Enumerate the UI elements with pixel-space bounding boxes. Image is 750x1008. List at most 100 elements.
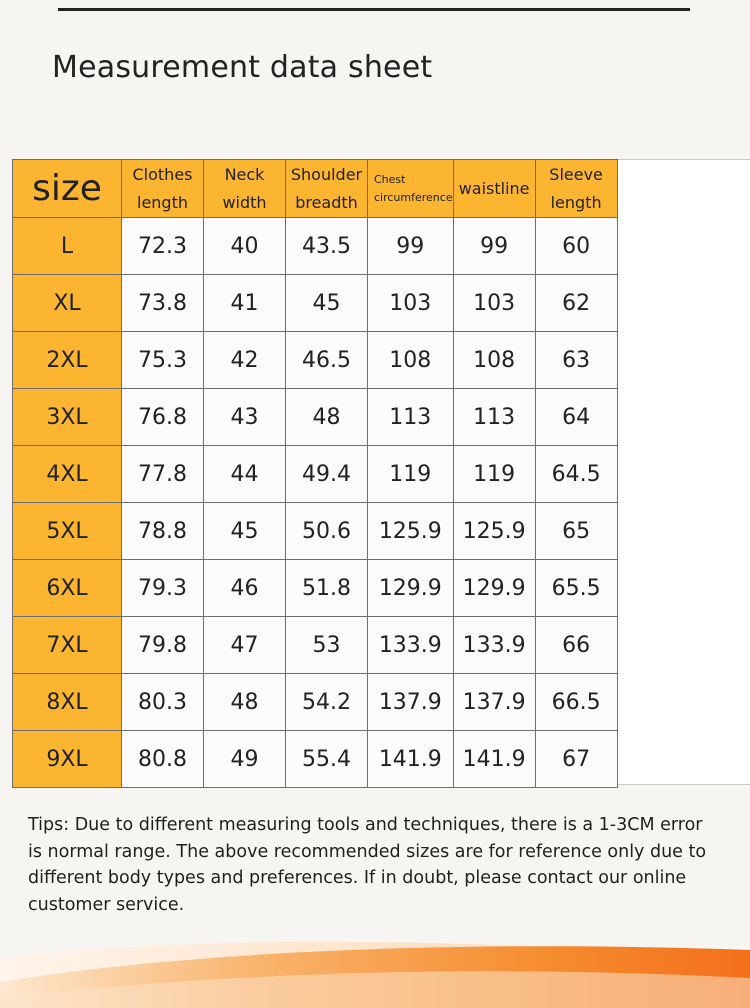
header-label: Chest (374, 172, 406, 186)
header-label: Clothes (132, 164, 193, 184)
table-header-row: size Clothes length Neck width Shoulder … (12, 159, 618, 218)
waistline-cell: 108 (452, 331, 536, 389)
chest-cell: 99 (367, 217, 454, 275)
header-label: length (137, 192, 188, 212)
header-clothes-length: Clothes length (121, 159, 204, 218)
clothes-length-cell: 80.3 (121, 673, 204, 731)
tips-text: Tips: Due to different measuring tools a… (28, 815, 707, 915)
header-label: waistline (458, 178, 530, 198)
clothes-length-cell: 79.3 (121, 559, 204, 617)
shoulder-breadth-cell: 45 (285, 274, 368, 332)
chest-cell: 108 (367, 331, 454, 389)
waistline-cell: 133.9 (452, 616, 536, 674)
neck-width-cell: 42 (203, 331, 286, 389)
size-cell: XL (12, 274, 122, 332)
chest-cell: 113 (367, 388, 454, 446)
sleeve-length-cell: 64 (534, 388, 618, 446)
header-neck-width: Neck width (203, 159, 286, 218)
header-size: size (12, 159, 122, 218)
header-label: Sleeve (549, 164, 603, 184)
header-label: Neck (224, 164, 265, 184)
table-row: 3XL 76.8 43 48 113 113 64 (12, 388, 618, 446)
chest-cell: 125.9 (367, 502, 454, 560)
sleeve-length-cell: 66.5 (534, 673, 618, 731)
chest-cell: 137.9 (367, 673, 454, 731)
clothes-length-cell: 78.8 (121, 502, 204, 560)
clothes-length-cell: 76.8 (121, 388, 204, 446)
table-row: 5XL 78.8 45 50.6 125.9 125.9 65 (12, 502, 618, 560)
waistline-cell: 113 (452, 388, 536, 446)
shoulder-breadth-cell: 49.4 (285, 445, 368, 503)
sleeve-length-cell: 62 (534, 274, 618, 332)
shoulder-breadth-cell: 55.4 (285, 730, 368, 788)
sleeve-length-cell: 66 (534, 616, 618, 674)
neck-width-cell: 44 (203, 445, 286, 503)
neck-width-cell: 40 (203, 217, 286, 275)
shoulder-breadth-cell: 46.5 (285, 331, 368, 389)
top-divider (58, 8, 690, 11)
table-row: 6XL 79.3 46 51.8 129.9 129.9 65.5 (12, 559, 618, 617)
header-label: length (550, 192, 602, 212)
neck-width-cell: 48 (203, 673, 286, 731)
waistline-cell: 137.9 (452, 673, 536, 731)
neck-width-cell: 45 (203, 502, 286, 560)
shoulder-breadth-cell: 51.8 (285, 559, 368, 617)
header-label: Shoulder (290, 164, 363, 184)
header-sleeve-length: Sleeve length (534, 159, 618, 218)
chest-cell: 119 (367, 445, 454, 503)
clothes-length-cell: 72.3 (121, 217, 204, 275)
waistline-cell: 119 (452, 445, 536, 503)
shoulder-breadth-cell: 50.6 (285, 502, 368, 560)
header-label: circumference (374, 190, 453, 204)
chest-cell: 103 (367, 274, 454, 332)
page-title: Measurement data sheet (52, 50, 433, 85)
table-row: 2XL 75.3 42 46.5 108 108 63 (12, 331, 618, 389)
neck-width-cell: 49 (203, 730, 286, 788)
neck-width-cell: 41 (203, 274, 286, 332)
table-row: L 72.3 40 43.5 99 99 60 (12, 217, 618, 275)
size-cell: 6XL (12, 559, 122, 617)
sleeve-length-cell: 67 (534, 730, 618, 788)
waistline-cell: 103 (452, 274, 536, 332)
waistline-cell: 99 (452, 217, 536, 275)
waistline-cell: 129.9 (452, 559, 536, 617)
size-cell: 4XL (12, 445, 122, 503)
clothes-length-cell: 80.8 (121, 730, 204, 788)
header-chest-circumference: Chest circumference (367, 159, 454, 218)
neck-width-cell: 47 (203, 616, 286, 674)
neck-width-cell: 43 (203, 388, 286, 446)
chest-cell: 133.9 (367, 616, 454, 674)
sleeve-length-cell: 60 (534, 217, 618, 275)
clothes-length-cell: 77.8 (121, 445, 204, 503)
size-cell: 9XL (12, 730, 122, 788)
size-cell: L (12, 217, 122, 275)
size-cell: 5XL (12, 502, 122, 560)
table-row: 8XL 80.3 48 54.2 137.9 137.9 66.5 (12, 673, 618, 731)
header-shoulder-breadth: Shoulder breadth (285, 159, 368, 218)
shoulder-breadth-cell: 53 (285, 616, 368, 674)
header-label: width (222, 192, 267, 212)
waistline-cell: 141.9 (452, 730, 536, 788)
size-cell: 7XL (12, 616, 122, 674)
bottom-wave-decoration (0, 941, 750, 1008)
sleeve-length-cell: 65 (534, 502, 618, 560)
shoulder-breadth-cell: 48 (285, 388, 368, 446)
table-row: 7XL 79.8 47 53 133.9 133.9 66 (12, 616, 618, 674)
table-row: 4XL 77.8 44 49.4 119 119 64.5 (12, 445, 618, 503)
side-blank-panel (616, 159, 750, 785)
chest-cell: 141.9 (367, 730, 454, 788)
shoulder-breadth-cell: 54.2 (285, 673, 368, 731)
size-chart-table: size Clothes length Neck width Shoulder … (12, 159, 618, 788)
sleeve-length-cell: 63 (534, 331, 618, 389)
header-waistline: waistline (452, 159, 536, 218)
table-row: XL 73.8 41 45 103 103 62 (12, 274, 618, 332)
shoulder-breadth-cell: 43.5 (285, 217, 368, 275)
size-cell: 3XL (12, 388, 122, 446)
header-label: breadth (295, 192, 358, 212)
sleeve-length-cell: 64.5 (534, 445, 618, 503)
size-cell: 2XL (12, 331, 122, 389)
clothes-length-cell: 73.8 (121, 274, 204, 332)
clothes-length-cell: 75.3 (121, 331, 204, 389)
chest-cell: 129.9 (367, 559, 454, 617)
sleeve-length-cell: 65.5 (534, 559, 618, 617)
